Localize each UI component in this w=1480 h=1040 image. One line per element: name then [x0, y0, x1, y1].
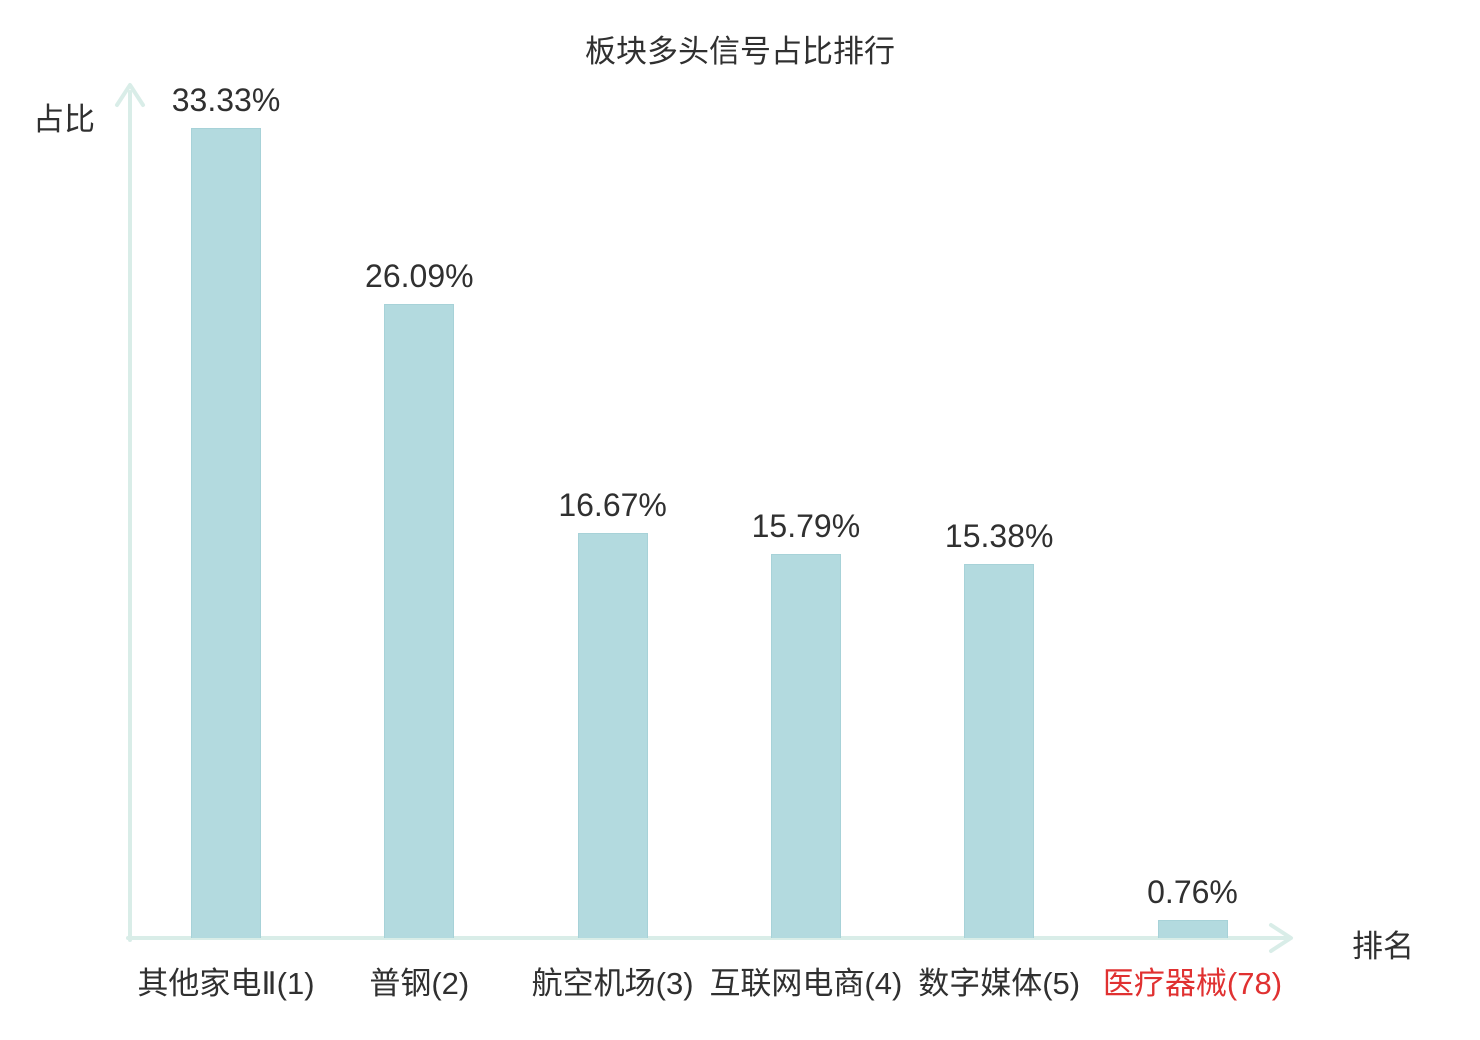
bar-value-label: 33.33% [171, 82, 281, 118]
bar-category-label: 数字媒体(5) [918, 966, 1081, 1001]
bar-value-label: 0.76% [1147, 873, 1238, 910]
bar [577, 532, 648, 938]
bar [384, 303, 455, 938]
bar-category-label: 医疗器械(78) [1102, 966, 1283, 1001]
bar [964, 564, 1035, 938]
x-axis-label: 排名 [1352, 929, 1414, 964]
bar-category-label: 其他家电Ⅱ(1) [137, 966, 315, 1001]
bar [1157, 919, 1228, 938]
bar-category-label: 普钢(2) [369, 966, 470, 1001]
bar-value-label: 15.79% [751, 508, 861, 545]
bar-category-label: 航空机场(3) [531, 966, 694, 1001]
y-axis-label: 占比 [33, 102, 95, 137]
y-axis-arrow-icon [115, 83, 145, 107]
bar-value-label: 15.38% [944, 518, 1054, 555]
bar [770, 554, 841, 938]
bar-value-label: 16.67% [558, 486, 667, 523]
bar [191, 128, 261, 938]
x-axis-arrow-icon [1269, 923, 1293, 953]
bar-value-label: 26.09% [365, 257, 474, 294]
chart-title: 板块多头信号占比排行 [585, 34, 895, 69]
bar-category-label: 互联网电商(4) [709, 966, 903, 1001]
